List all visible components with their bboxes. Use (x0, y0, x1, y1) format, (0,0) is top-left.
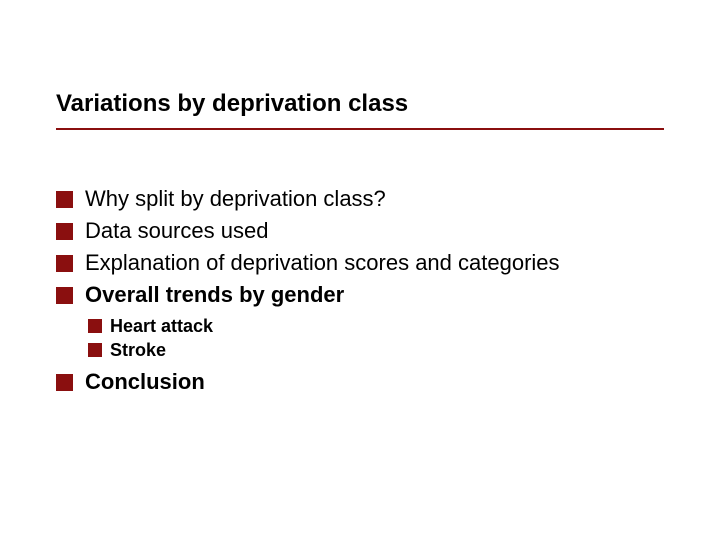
bullet-text: Conclusion (85, 369, 205, 395)
bullet-text: Explanation of deprivation scores and ca… (85, 250, 560, 276)
list-item: Explanation of deprivation scores and ca… (56, 250, 664, 276)
bullet-text: Data sources used (85, 218, 268, 244)
bullet-text: Stroke (110, 340, 166, 361)
slide-title: Variations by deprivation class (56, 90, 664, 118)
square-bullet-icon (56, 223, 73, 240)
list-item: Overall trends by gender (56, 282, 664, 308)
bullet-text: Why split by deprivation class? (85, 186, 386, 212)
bullet-list: Why split by deprivation class? Data sou… (56, 186, 664, 395)
sub-list: Heart attack Stroke (56, 316, 664, 361)
slide-container: Variations by deprivation class Why spli… (0, 0, 720, 395)
square-bullet-icon (56, 191, 73, 208)
sub-list-item: Heart attack (88, 316, 664, 337)
bullet-text: Overall trends by gender (85, 282, 344, 308)
list-item: Why split by deprivation class? (56, 186, 664, 212)
bullet-text: Heart attack (110, 316, 213, 337)
list-item: Data sources used (56, 218, 664, 244)
sub-list-item: Stroke (88, 340, 664, 361)
square-bullet-icon (56, 255, 73, 272)
square-bullet-icon (88, 343, 102, 357)
list-item: Conclusion (56, 369, 664, 395)
square-bullet-icon (56, 287, 73, 304)
title-divider (56, 128, 664, 130)
square-bullet-icon (88, 319, 102, 333)
square-bullet-icon (56, 374, 73, 391)
